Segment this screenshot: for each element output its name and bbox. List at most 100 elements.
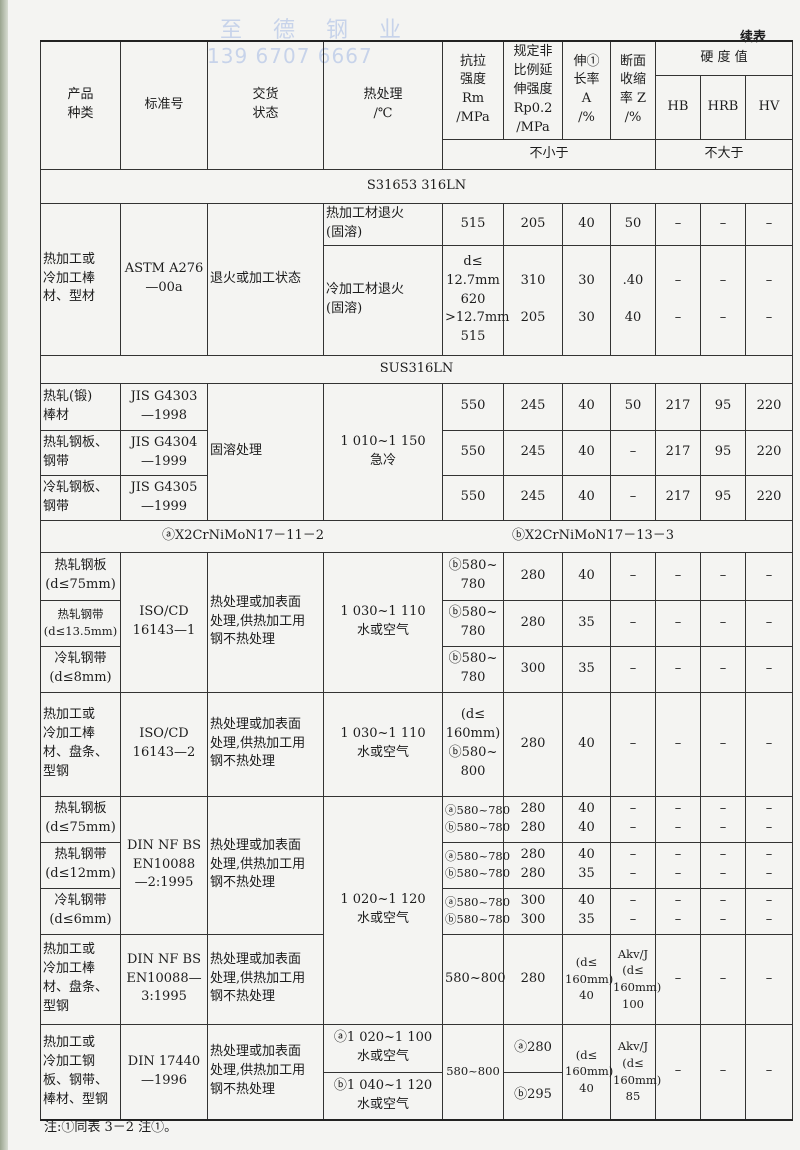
header-product: 产品 种类 bbox=[40, 40, 121, 170]
cell: 40 bbox=[562, 202, 611, 246]
cell: – bbox=[700, 599, 746, 647]
cell: – bbox=[655, 599, 701, 647]
cell: – bbox=[745, 691, 793, 797]
cell: – – bbox=[655, 795, 701, 843]
header-hrb: HRB bbox=[700, 74, 746, 140]
cell: ISO/CD 16143—2 bbox=[120, 691, 208, 797]
cell: – bbox=[745, 202, 793, 246]
cell: – – bbox=[610, 841, 656, 889]
cell: – bbox=[610, 691, 656, 797]
cell: – bbox=[610, 599, 656, 647]
cell: 50 bbox=[610, 202, 656, 246]
cell: – – bbox=[700, 887, 746, 935]
cell: 217 bbox=[655, 382, 701, 431]
cell: DIN NF BS EN10088 —2:1995 bbox=[120, 795, 208, 935]
cell: ⓐ580~780 ⓑ580~780 bbox=[442, 795, 510, 843]
cell: 热加工或 冷加工棒 材、型材 bbox=[40, 202, 121, 356]
cell: – – bbox=[745, 795, 793, 843]
cell: 550 bbox=[442, 474, 504, 521]
cell: 580~800 bbox=[442, 933, 506, 1025]
cell: 220 bbox=[745, 382, 793, 431]
cell: 冷轧钢带 (d≤8mm) bbox=[40, 645, 121, 693]
cell: 50 bbox=[610, 382, 656, 431]
header-min: 不小于 bbox=[442, 138, 656, 170]
cell: – bbox=[655, 202, 701, 246]
cell: 95 bbox=[700, 382, 746, 431]
cell: – bbox=[655, 933, 701, 1025]
cell: 280 bbox=[503, 691, 563, 797]
cell: 35 bbox=[562, 599, 611, 647]
cell: – – bbox=[700, 244, 746, 356]
cell: 205 bbox=[503, 202, 563, 246]
cell: 245 bbox=[503, 382, 563, 431]
cell: ⓑ1 040~1 120 水或空气 bbox=[323, 1071, 443, 1121]
cell: 热处理或加表面 处理,供热加工用 钢不热处理 bbox=[207, 795, 324, 935]
cell: – bbox=[610, 551, 656, 601]
cell: 40 bbox=[562, 382, 611, 431]
cell: – bbox=[745, 551, 793, 601]
cell: 310 205 bbox=[503, 244, 563, 356]
cell: ⓑ580~ 780 bbox=[442, 599, 504, 647]
cell: 280 280 bbox=[503, 841, 563, 889]
cell: .40 40 bbox=[610, 244, 656, 356]
cell: – – bbox=[745, 887, 793, 935]
cell: ⓑ580~ 780 bbox=[442, 645, 504, 693]
cell: 热轧钢板 (d≤75mm) bbox=[40, 795, 121, 843]
section-grade-a: ⓐX2CrNiMoN17－11－2 bbox=[161, 527, 325, 543]
cell: 40 35 bbox=[562, 887, 611, 935]
cell: 1 020~1 120 水或空气 bbox=[323, 795, 443, 1025]
cell: 热加工材退火 (固溶) bbox=[323, 202, 443, 246]
cell: 热处理或加表面 处理,供热加工用 钢不热处理 bbox=[207, 933, 324, 1025]
cell: – bbox=[610, 429, 656, 476]
section-316ln: S31653 316LN bbox=[40, 168, 793, 204]
cell: – – bbox=[745, 841, 793, 889]
cell: 220 bbox=[745, 429, 793, 476]
cell: JIS G4303 —1998 bbox=[120, 382, 208, 431]
cell: 40 40 bbox=[562, 795, 611, 843]
cell: DIN NF BS EN10088— 3:1995 bbox=[120, 933, 208, 1025]
cell: 热轧(锻) 棒材 bbox=[40, 382, 121, 431]
cell: – bbox=[700, 645, 746, 693]
cell: 40 bbox=[562, 551, 611, 601]
cell: – – bbox=[655, 244, 701, 356]
cell: 40 35 bbox=[562, 841, 611, 889]
header-a: 伸① 长率 A /% bbox=[562, 40, 611, 140]
cell: 冷轧钢带 (d≤6mm) bbox=[40, 887, 121, 935]
cell: 固溶处理 bbox=[207, 382, 324, 521]
header-hv: HV bbox=[745, 74, 793, 140]
cell: 95 bbox=[700, 429, 746, 476]
cell: 280 bbox=[503, 551, 563, 601]
cell: 300 300 bbox=[503, 887, 563, 935]
cell: 退火或加工状态 bbox=[207, 202, 324, 356]
cell: 550 bbox=[442, 429, 504, 476]
cell: ⓐ280 bbox=[503, 1023, 563, 1073]
cell: 40 bbox=[562, 474, 611, 521]
cell: 热轧钢带 (d≤13.5mm) bbox=[40, 599, 121, 647]
cell: 冷轧钢板、 钢带 bbox=[40, 474, 121, 521]
cell: 40 bbox=[562, 691, 611, 797]
cell: 冷加工材退火 (固溶) bbox=[323, 244, 443, 356]
cell: – bbox=[655, 645, 701, 693]
cell: 217 bbox=[655, 474, 701, 521]
header-z: 断面 收缩 率 Z /% bbox=[610, 40, 656, 140]
header-standard: 标准号 bbox=[120, 40, 208, 170]
section-x2crnimon: ⓐX2CrNiMoN17－11－2 ⓑX2CrNiMoN17－13－3 bbox=[40, 519, 793, 553]
cell: – bbox=[745, 645, 793, 693]
cell: – bbox=[655, 1023, 701, 1121]
cell: 95 bbox=[700, 474, 746, 521]
cell: 1 010~1 150 急冷 bbox=[323, 382, 443, 521]
cell: ⓐ580~780 ⓑ580~780 bbox=[442, 887, 510, 935]
cell: ISO/CD 16143—1 bbox=[120, 551, 208, 693]
cell: JIS G4304 —1999 bbox=[120, 429, 208, 476]
cell: – – bbox=[610, 887, 656, 935]
cell: 30 30 bbox=[562, 244, 611, 356]
section-sus316ln: SUS316LN bbox=[40, 354, 793, 384]
cell: – – bbox=[700, 841, 746, 889]
header-rp: 规定非 比例延 伸强度 Rp0.2 /MPa bbox=[503, 40, 563, 140]
cell: – – bbox=[610, 795, 656, 843]
cell: 300 bbox=[503, 645, 563, 693]
cell: – bbox=[700, 691, 746, 797]
cell: – bbox=[700, 551, 746, 601]
watermark-company: 至 德 钢 业 bbox=[220, 18, 413, 43]
cell: ⓐ1 020~1 100 水或空气 bbox=[323, 1023, 443, 1073]
